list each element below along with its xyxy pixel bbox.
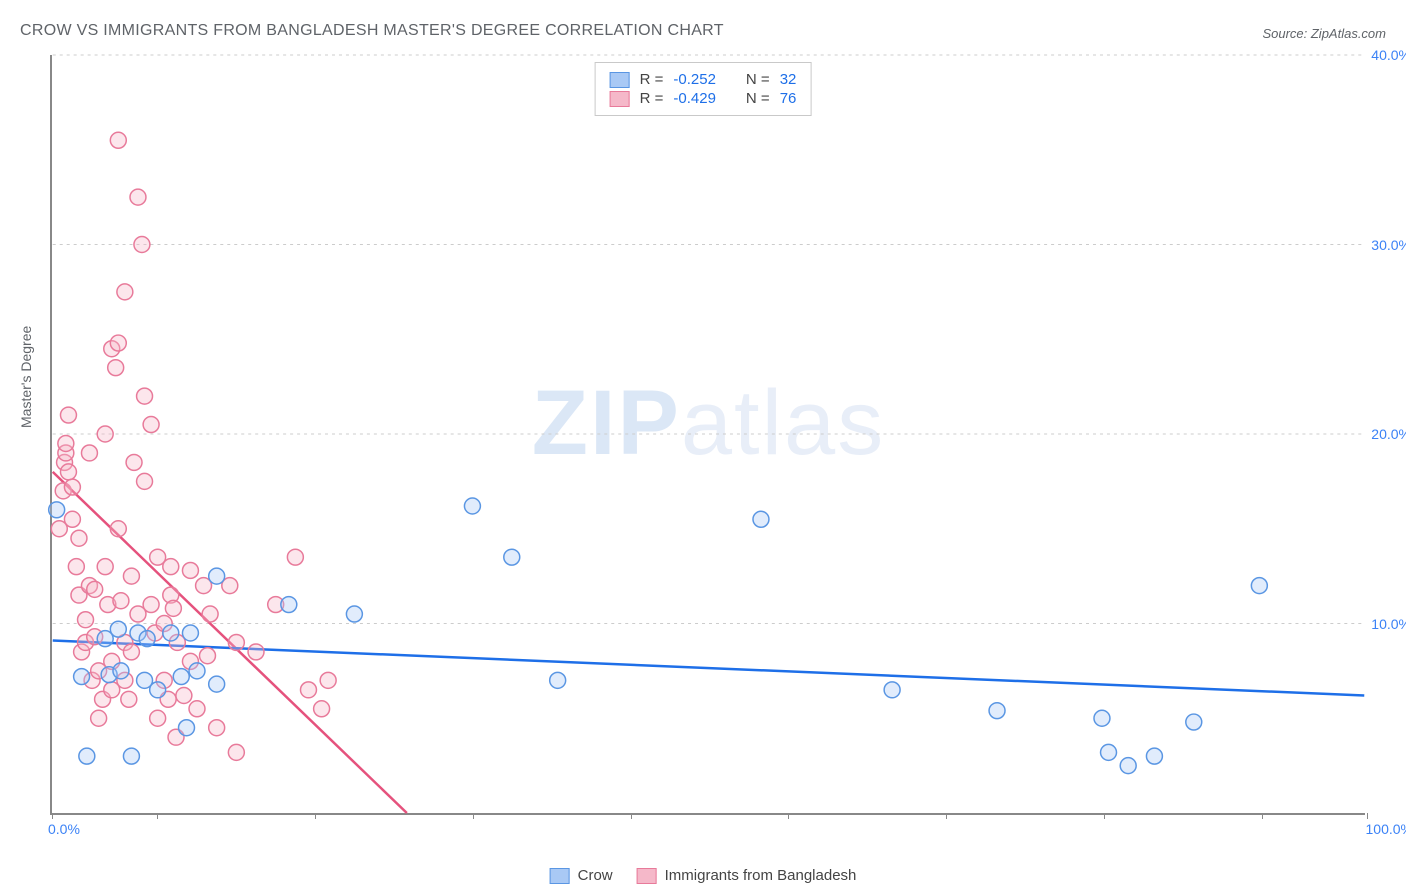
legend-swatch-crow [550, 868, 570, 884]
legend-label: Immigrants from Bangladesh [665, 867, 857, 884]
r-value-bangladesh: -0.429 [673, 90, 716, 107]
n-label: N = [746, 71, 770, 88]
y-tick-label: 30.0% [1371, 237, 1406, 253]
y-tick-label: 40.0% [1371, 47, 1406, 63]
source-name: ZipAtlas.com [1311, 26, 1386, 41]
x-min-label: 0.0% [48, 821, 80, 837]
source-prefix: Source: [1262, 26, 1310, 41]
legend-swatch-bangladesh [637, 868, 657, 884]
source-attribution: Source: ZipAtlas.com [1262, 26, 1386, 41]
correlation-chart: CROW VS IMMIGRANTS FROM BANGLADESH MASTE… [0, 0, 1406, 892]
n-value-bangladesh: 76 [780, 90, 797, 107]
n-label: N = [746, 90, 770, 107]
chart-title: CROW VS IMMIGRANTS FROM BANGLADESH MASTE… [20, 22, 724, 40]
legend-stats-row: R = -0.429 N = 76 [610, 90, 797, 107]
legend-item-bangladesh: Immigrants from Bangladesh [637, 867, 857, 884]
legend-item-crow: Crow [550, 867, 613, 884]
legend-swatch-crow [610, 72, 630, 88]
r-label: R = [640, 71, 664, 88]
plot-area: ZIPatlas 10.0% 20.0% 30.0% 40.0% 0.0% 10… [50, 55, 1365, 815]
n-value-crow: 32 [780, 71, 797, 88]
r-value-crow: -0.252 [673, 71, 716, 88]
legend-swatch-bangladesh [610, 91, 630, 107]
x-max-label: 100.0% [1366, 821, 1406, 837]
legend-label: Crow [578, 867, 613, 884]
y-tick-label: 10.0% [1371, 616, 1406, 632]
r-label: R = [640, 90, 664, 107]
legend-stats-row: R = -0.252 N = 32 [610, 71, 797, 88]
legend-series: Crow Immigrants from Bangladesh [550, 867, 857, 884]
legend-stats: R = -0.252 N = 32 R = -0.429 N = 76 [595, 62, 812, 116]
y-axis-label: Master's Degree [18, 326, 34, 428]
scatter-svg [52, 55, 1365, 813]
y-tick-label: 20.0% [1371, 426, 1406, 442]
